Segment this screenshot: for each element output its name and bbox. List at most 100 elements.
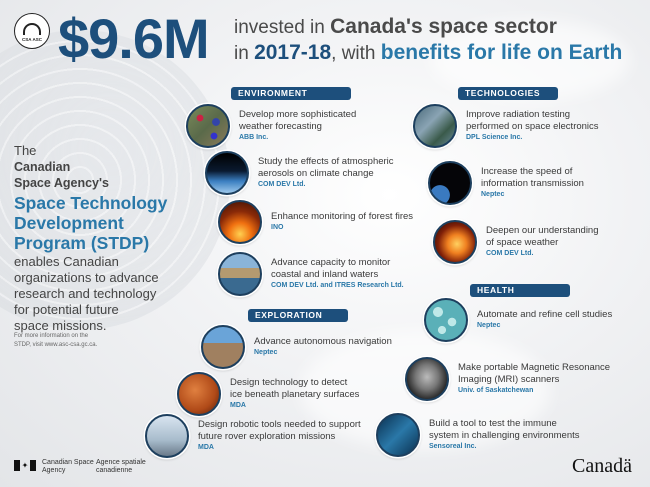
intro-body: research and technology: [14, 286, 157, 301]
background-wireframe-globe: [0, 30, 230, 330]
item-organization: INO: [271, 224, 284, 232]
canada-wordmark: Canadä: [572, 455, 632, 477]
item-organization: COM DEV Ltd. and ITRES Research Ltd.: [271, 282, 404, 289]
item-description: Imaging (MRI) scanners: [458, 373, 560, 385]
rover-icon: [201, 325, 245, 369]
forest-fire-icon: [218, 200, 262, 244]
item-organization: MDA: [198, 444, 214, 451]
intro-body: enables Canadian: [14, 254, 119, 269]
csa-logo: CSA ASC: [14, 13, 50, 49]
exploration-item-ice-detection: Design technology to detect ice beneath …: [177, 372, 359, 416]
atmosphere-icon: [205, 151, 249, 195]
health-item-cell-studies: Automate and refine cell studies Neptec: [424, 298, 612, 342]
environment-item-aerosols: Study the effects of atmospheric aerosol…: [205, 151, 394, 195]
item-description: Increase the speed of: [481, 166, 573, 177]
item-description: Build a tool to test the immune: [429, 418, 557, 429]
headline-emphasis: Canada's space sector: [330, 15, 557, 38]
robotic-arm-icon: [145, 414, 189, 458]
headline-highlight: benefits for life on Earth: [380, 41, 623, 64]
item-description: Automate and refine cell studies: [477, 308, 613, 320]
investment-amount: $9.6M: [58, 7, 210, 70]
background-cloud: [430, 20, 630, 100]
item-organization: COM DEV Ltd.: [486, 250, 534, 257]
item-organization: Neptec: [481, 191, 505, 198]
item-organization: COM DEV Ltd.: [258, 181, 306, 188]
item-description: of space weather: [486, 236, 559, 248]
item-organization: Neptec: [477, 322, 501, 330]
intro-body: organizations to advance: [14, 270, 159, 285]
dna-icon: [376, 413, 420, 457]
item-description: Deepen our understanding: [486, 225, 599, 236]
section-health-header: HEALTH: [470, 284, 570, 297]
item-description: weather forecasting: [239, 120, 322, 132]
coastline-icon: [218, 252, 262, 296]
cells-icon: [424, 298, 468, 342]
health-item-immune-system: Build a tool to test the immune system i…: [376, 413, 580, 457]
exploration-item-navigation: Advance autonomous navigation Neptec: [201, 325, 392, 369]
item-description: Advance autonomous navigation: [254, 335, 392, 347]
mars-planet-icon: [177, 372, 221, 416]
more-info-text: For more information on the: [14, 333, 89, 339]
more-info-note: For more information on the STDP, visit …: [14, 332, 124, 350]
agency-name-french: Agence spatiale canadienne: [96, 459, 146, 475]
item-organization: DPL Science Inc.: [466, 134, 523, 141]
item-organization: Univ. of Saskatchewan: [458, 387, 534, 394]
technologies-item-space-weather: Deepen our understanding of space weathe…: [433, 220, 599, 264]
program-name: Development: [14, 213, 124, 233]
item-description: information transmission: [481, 177, 584, 189]
intro-text: The: [14, 143, 37, 158]
electronics-board-icon: [413, 104, 457, 148]
intro-agency: Space Agency's: [14, 176, 109, 190]
headline-line-2: in 2017-18, with benefits for life on Ea…: [234, 40, 622, 66]
section-technologies-header: TECHNOLOGIES: [458, 87, 558, 100]
intro-body: for potential future: [14, 302, 119, 317]
weather-map-icon: [186, 104, 230, 148]
technologies-item-radiation-testing: Improve radiation testing performed on s…: [413, 104, 599, 148]
item-organization: Sensoreal Inc.: [429, 443, 477, 450]
headline-text: invested in: [234, 17, 331, 38]
agency-name-text: Agency: [42, 467, 66, 474]
agency-name-text: Agence spatiale: [96, 459, 146, 466]
mri-scan-icon: [405, 357, 449, 401]
csa-logo-label: CSA ASC: [22, 36, 42, 42]
item-organization: Neptec: [254, 349, 278, 357]
item-description: Design robotic tools needed to support: [198, 419, 361, 430]
maple-leaf-icon: ✦: [21, 461, 29, 470]
satellite-icon: [428, 161, 472, 205]
headline-year: 2017-18: [254, 41, 332, 64]
intro-agency: Canadian: [14, 160, 71, 174]
intro-body: space missions.: [14, 318, 107, 333]
item-description: Design technology to detect: [230, 377, 348, 388]
agency-name-text: canadienne: [96, 467, 133, 474]
program-name: Program (STDP): [14, 233, 150, 253]
health-item-mri: Make portable Magnetic Resonance Imaging…: [405, 357, 610, 401]
item-description: Advance capacity to monitor: [271, 257, 391, 268]
item-description: performed on space electronics: [466, 120, 599, 132]
more-info-link-text[interactable]: STDP, visit www.asc-csa.gc.ca.: [14, 342, 98, 348]
headline-text: , with: [331, 43, 381, 64]
csa-logo-arc-icon: [23, 22, 41, 35]
environment-item-forest-fires: Enhance monitoring of forest fires INO: [218, 200, 413, 244]
environment-item-coastal-waters: Advance capacity to monitor coastal and …: [218, 252, 404, 296]
section-environment-header: ENVIRONMENT: [231, 87, 351, 100]
item-description: system in challenging environments: [429, 429, 580, 441]
program-name: Space Technology: [14, 193, 168, 213]
technologies-item-transmission: Increase the speed of information transm…: [428, 161, 584, 205]
program-intro: The Canadian Space Agency's Space Techno…: [14, 143, 184, 334]
item-description: ice beneath planetary surfaces: [230, 388, 360, 400]
canada-flag-icon: ✦: [14, 460, 36, 471]
item-description: Improve radiation testing: [466, 109, 571, 120]
item-description: Enhance monitoring of forest fires: [271, 210, 414, 222]
item-organization: MDA: [230, 402, 246, 409]
item-description: Make portable Magnetic Resonance: [458, 362, 611, 373]
item-description: Study the effects of atmospheric: [258, 156, 394, 167]
environment-item-weather: Develop more sophisticated weather forec…: [186, 104, 356, 148]
agency-name-english: Canadian Space Agency: [42, 459, 94, 475]
item-description: coastal and inland waters: [271, 268, 379, 280]
exploration-item-robotic-tools: Design robotic tools needed to support f…: [145, 414, 361, 458]
headline-line-1: invested in Canada's space sector: [234, 14, 622, 40]
agency-name-text: Canadian Space: [42, 459, 94, 466]
item-description: future rover exploration missions: [198, 430, 336, 442]
item-organization: ABB Inc.: [239, 134, 269, 141]
item-description: Develop more sophisticated: [239, 109, 357, 120]
